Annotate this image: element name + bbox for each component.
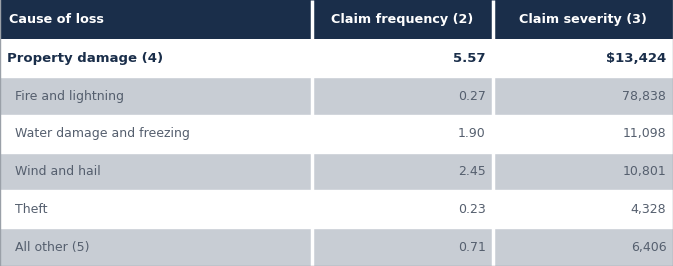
Bar: [493, 77, 673, 115]
Text: 2.45: 2.45: [458, 165, 486, 178]
Text: 78,838: 78,838: [623, 90, 666, 102]
Bar: [493, 228, 673, 266]
Text: 0.27: 0.27: [458, 90, 486, 102]
Bar: [312, 228, 493, 266]
Text: Claim frequency (2): Claim frequency (2): [331, 13, 473, 26]
Text: Property damage (4): Property damage (4): [7, 52, 163, 65]
Text: 0.71: 0.71: [458, 241, 486, 253]
Bar: [312, 39, 493, 77]
Bar: [0, 0, 312, 39]
Text: Water damage and freezing: Water damage and freezing: [15, 127, 190, 140]
Bar: [0, 228, 312, 266]
Text: 6,406: 6,406: [631, 241, 666, 253]
Bar: [312, 190, 493, 228]
Bar: [0, 115, 312, 153]
Bar: [0, 153, 312, 190]
Text: Wind and hail: Wind and hail: [15, 165, 100, 178]
Text: 1.90: 1.90: [458, 127, 486, 140]
Text: $13,424: $13,424: [606, 52, 666, 65]
Text: 10,801: 10,801: [623, 165, 666, 178]
Text: 11,098: 11,098: [623, 127, 666, 140]
Text: Claim severity (3): Claim severity (3): [519, 13, 647, 26]
Bar: [493, 0, 673, 39]
Bar: [312, 153, 493, 190]
Bar: [493, 190, 673, 228]
Bar: [312, 0, 493, 39]
Bar: [0, 77, 312, 115]
Bar: [0, 190, 312, 228]
Bar: [312, 115, 493, 153]
Text: 5.57: 5.57: [454, 52, 486, 65]
Bar: [493, 39, 673, 77]
Text: Fire and lightning: Fire and lightning: [15, 90, 124, 102]
Bar: [0, 39, 312, 77]
Bar: [312, 77, 493, 115]
Bar: [493, 115, 673, 153]
Text: Cause of loss: Cause of loss: [9, 13, 104, 26]
Text: Theft: Theft: [15, 203, 47, 216]
Text: 0.23: 0.23: [458, 203, 486, 216]
Bar: [493, 153, 673, 190]
Text: 4,328: 4,328: [631, 203, 666, 216]
Text: All other (5): All other (5): [15, 241, 90, 253]
